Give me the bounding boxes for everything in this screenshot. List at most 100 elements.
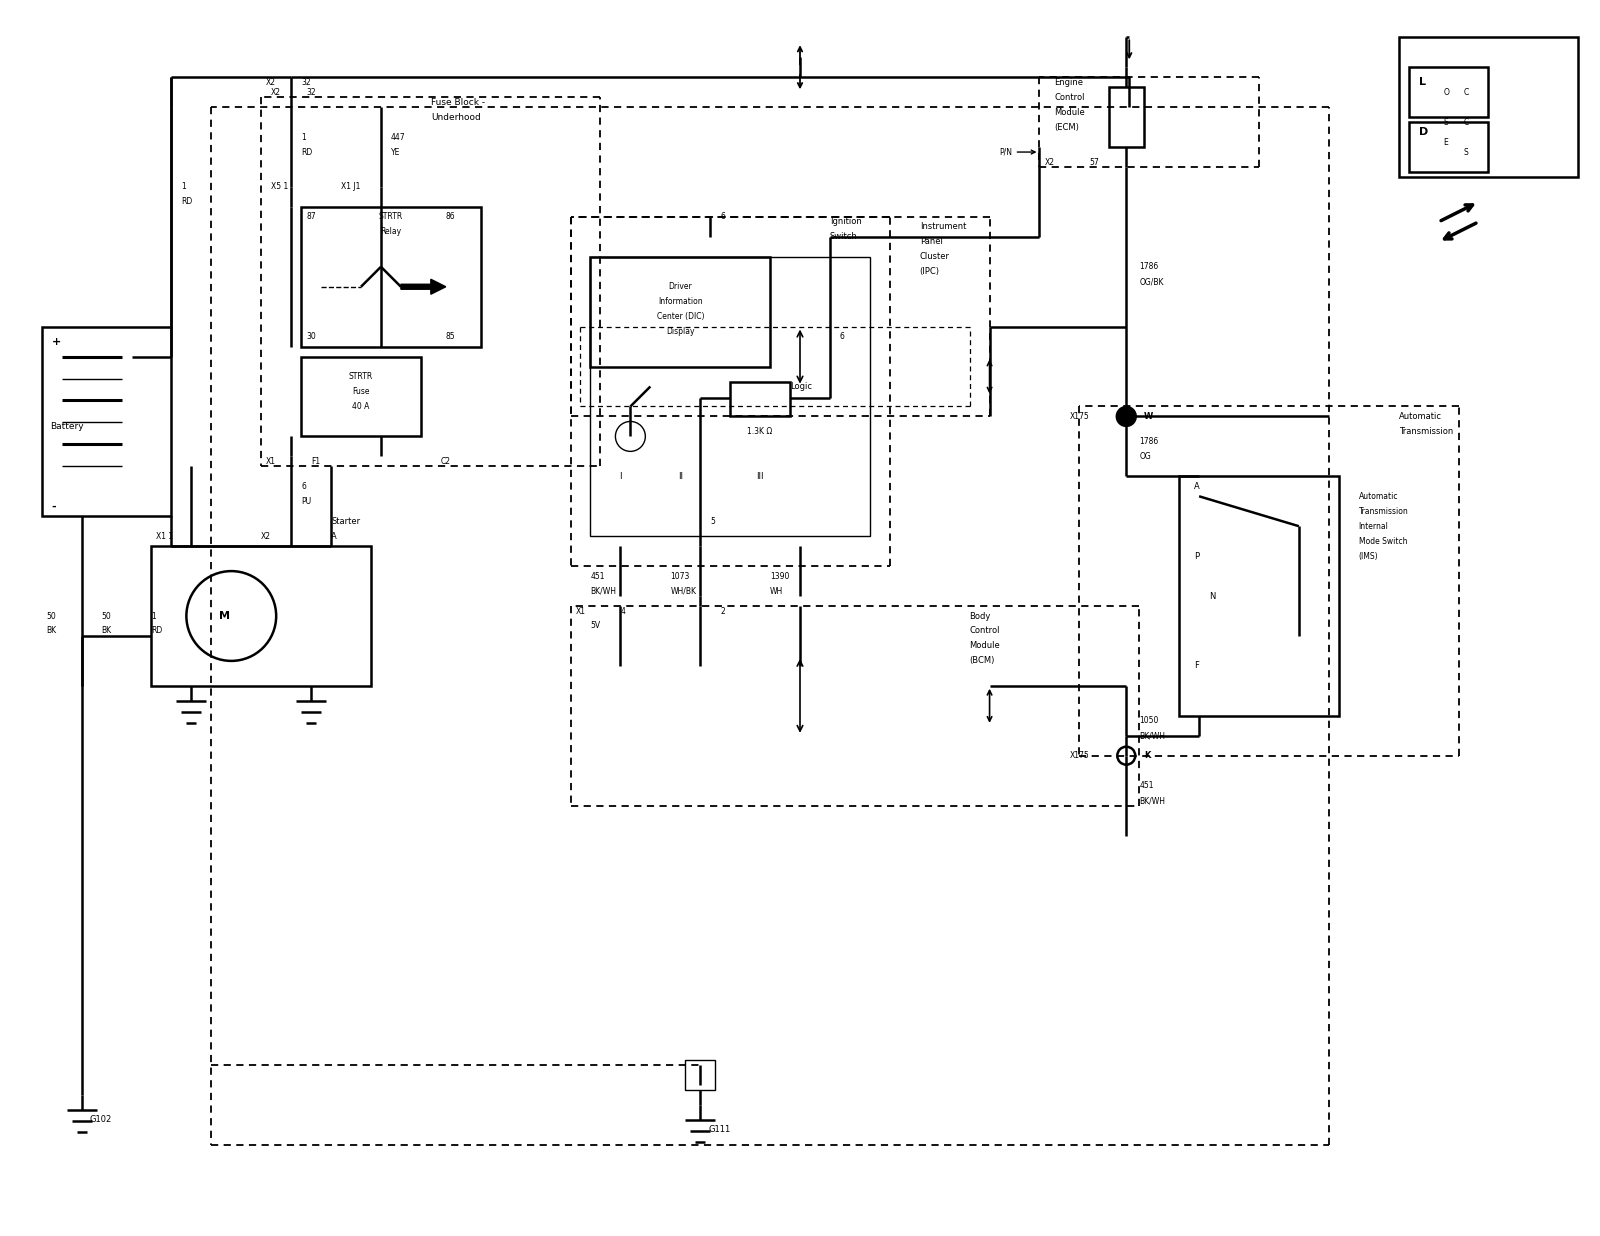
Text: 1050: 1050 — [1139, 717, 1158, 726]
Text: 1: 1 — [301, 132, 306, 142]
Text: O: O — [1443, 88, 1450, 96]
Text: STRTR: STRTR — [349, 372, 373, 381]
Text: X2: X2 — [1045, 157, 1054, 167]
Bar — [42, 326, 171, 517]
Text: Switch: Switch — [830, 232, 858, 241]
Bar — [685, 1060, 715, 1090]
Text: Control: Control — [970, 627, 1000, 635]
Text: E: E — [1443, 137, 1448, 147]
Bar — [301, 206, 480, 346]
Text: 50: 50 — [101, 612, 112, 620]
Text: 4: 4 — [621, 607, 626, 616]
Text: Starter: Starter — [331, 517, 360, 525]
Text: 32: 32 — [306, 88, 315, 96]
Text: OG/BK: OG/BK — [1139, 277, 1163, 287]
Text: 1786: 1786 — [1139, 262, 1158, 271]
Text: 1786: 1786 — [1139, 436, 1158, 446]
Text: X175: X175 — [1069, 412, 1090, 421]
Text: 1: 1 — [152, 612, 157, 620]
Text: BK/WH: BK/WH — [1139, 732, 1165, 740]
Text: Center (DIC): Center (DIC) — [656, 313, 704, 321]
Text: 451: 451 — [590, 571, 605, 581]
Text: BK: BK — [46, 627, 58, 635]
Text: Cluster: Cluster — [920, 252, 950, 261]
Bar — [730, 382, 790, 417]
Text: Ignition: Ignition — [830, 218, 862, 226]
Bar — [1109, 88, 1144, 147]
Text: 2: 2 — [720, 607, 725, 616]
Text: X1 J1: X1 J1 — [341, 183, 360, 192]
Text: 86: 86 — [446, 213, 456, 221]
Text: RD: RD — [301, 147, 312, 157]
Bar — [590, 257, 870, 536]
Text: III: III — [757, 472, 763, 481]
Text: Driver: Driver — [669, 282, 693, 292]
Text: C: C — [1464, 88, 1469, 96]
Text: 6: 6 — [720, 213, 725, 221]
Text: S: S — [1464, 147, 1469, 157]
Text: Mode Switch: Mode Switch — [1358, 536, 1408, 545]
Text: BK/WH: BK/WH — [590, 587, 616, 596]
Text: W: W — [1144, 412, 1154, 421]
Text: X2: X2 — [266, 78, 277, 87]
Text: 40 A: 40 A — [352, 402, 370, 412]
Text: X5 1: X5 1 — [270, 183, 288, 192]
Text: 32: 32 — [301, 78, 310, 87]
Text: G102: G102 — [90, 1115, 112, 1125]
Text: C2: C2 — [442, 457, 451, 466]
Text: X2: X2 — [270, 88, 282, 96]
Text: 30: 30 — [306, 332, 315, 341]
Text: C: C — [1464, 117, 1469, 126]
Text: (BCM): (BCM) — [970, 656, 995, 665]
Text: F1: F1 — [310, 457, 320, 466]
Text: D: D — [1419, 127, 1427, 137]
Text: STRTR: STRTR — [379, 213, 403, 221]
Text: Transmission: Transmission — [1398, 426, 1453, 436]
Text: Fuse Block -: Fuse Block - — [430, 98, 485, 106]
Text: 5V: 5V — [590, 622, 600, 630]
Text: BK/WH: BK/WH — [1139, 796, 1165, 805]
Text: (ECM): (ECM) — [1054, 122, 1080, 131]
Text: Battery: Battery — [50, 421, 83, 431]
Text: M: M — [219, 611, 230, 620]
Text: 6: 6 — [301, 482, 306, 491]
Text: A: A — [331, 531, 338, 540]
Text: PU: PU — [301, 497, 312, 506]
Text: P: P — [1194, 551, 1200, 561]
Text: (IMS): (IMS) — [1358, 551, 1378, 561]
Text: RD: RD — [181, 198, 192, 206]
Text: Module: Module — [1054, 108, 1085, 116]
Text: Body: Body — [970, 612, 990, 620]
Text: OG: OG — [1139, 452, 1150, 461]
Text: (IPC): (IPC) — [920, 267, 939, 277]
Text: Fuse: Fuse — [352, 387, 370, 396]
Text: Engine: Engine — [1054, 78, 1083, 87]
Text: 1073: 1073 — [670, 571, 690, 581]
Text: Automatic: Automatic — [1398, 412, 1442, 421]
Text: -: - — [51, 502, 56, 512]
Text: X1 1: X1 1 — [157, 531, 173, 540]
Text: X2: X2 — [261, 531, 272, 540]
Text: Module: Module — [970, 641, 1000, 650]
FancyArrow shape — [402, 279, 446, 294]
Bar — [1179, 476, 1339, 716]
Text: Control: Control — [1054, 93, 1085, 101]
Text: F: F — [1194, 661, 1198, 670]
Text: L: L — [1419, 77, 1426, 88]
Text: X175: X175 — [1069, 751, 1090, 760]
Text: Panel: Panel — [920, 237, 942, 246]
Text: +: + — [51, 336, 61, 346]
Text: 85: 85 — [446, 332, 456, 341]
Text: WH: WH — [770, 587, 784, 596]
Text: P/N: P/N — [1000, 147, 1013, 157]
Text: N: N — [1210, 592, 1216, 601]
Bar — [1398, 37, 1578, 177]
Text: RD: RD — [152, 627, 163, 635]
Text: 447: 447 — [390, 132, 405, 142]
Text: G111: G111 — [709, 1125, 731, 1135]
Text: 50: 50 — [46, 612, 56, 620]
Text: S: S — [1443, 117, 1448, 126]
Text: BK: BK — [101, 627, 112, 635]
Text: II: II — [678, 472, 683, 481]
Text: 1: 1 — [181, 183, 186, 192]
